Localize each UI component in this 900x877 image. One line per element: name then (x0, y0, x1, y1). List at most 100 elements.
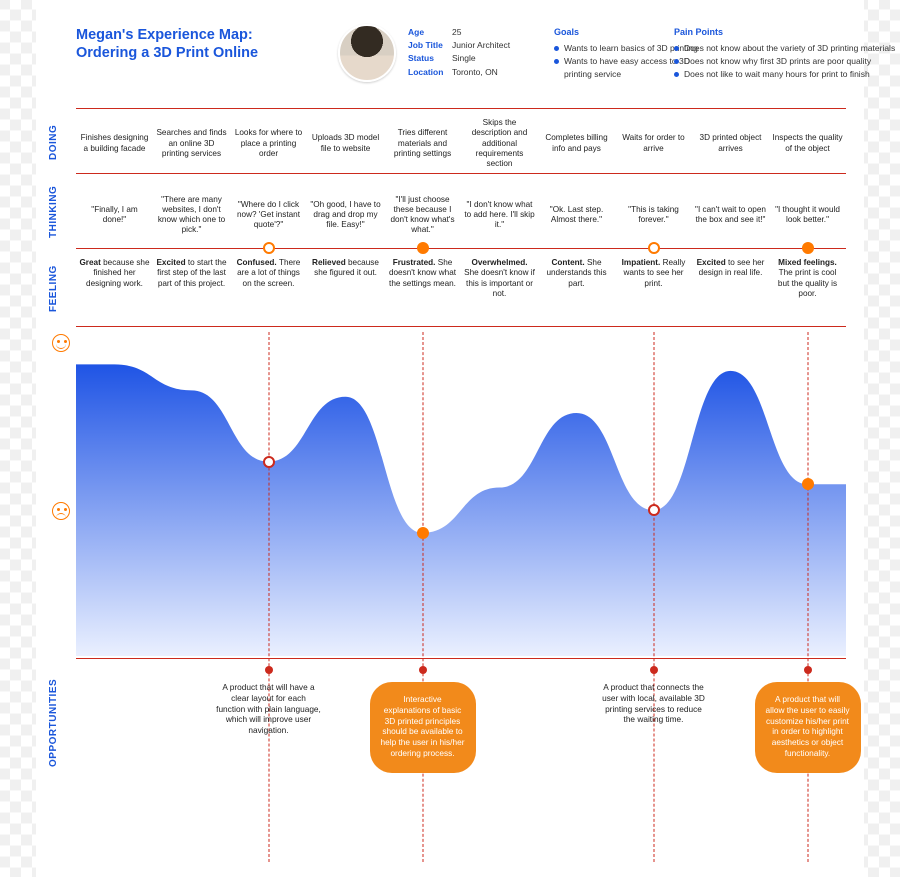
loc-label: Location (408, 66, 452, 79)
feeling-cell: Excited to start the first step of the l… (153, 258, 230, 289)
thinking-cell: There are many websites, I don't know wh… (153, 195, 230, 236)
title: Megan's Experience Map: Ordering a 3D Pr… (76, 26, 326, 62)
feeling-text: The print is cool but the quality is poo… (778, 268, 837, 298)
title-line-1: Megan's Experience Map: (76, 26, 326, 44)
feeling-keyword: Frustrated. (393, 258, 438, 267)
loc-value: Toronto, ON (452, 67, 498, 77)
journey-node (417, 242, 429, 254)
row-label-feeling: FEELING (48, 258, 62, 320)
canvas: Megan's Experience Map: Ordering a 3D Pr… (36, 0, 864, 877)
row-label-opportunities: OPPORTUNITIES (48, 668, 62, 778)
emotion-curve-svg (76, 332, 846, 656)
row-label-thinking: THINKING (48, 182, 62, 242)
opportunities-row: A product that will have a clear layout … (76, 666, 846, 866)
feeling-keyword: Overwhelmed. (472, 258, 528, 267)
feeling-keyword: Great (79, 258, 103, 267)
persona-demographics: Age25 Job TitleJunior Architect StatusSi… (408, 26, 538, 79)
opportunity-text: A product that will allow the user to ea… (755, 682, 861, 773)
feeling-cell: Excited to see her design in real life. (692, 258, 769, 279)
doing-cell: Tries different materials and printing s… (384, 128, 461, 159)
opportunity-pin (804, 666, 812, 674)
curve-node (802, 478, 814, 490)
opportunity-text: A product that connects the user with lo… (601, 682, 707, 725)
doing-cell: Uploads 3D model file to website (307, 133, 384, 154)
row-feeling: Great because she finished her designing… (76, 258, 846, 320)
sad-face-icon (52, 502, 70, 520)
feeling-cell: Overwhelmed. She doesn't know if this is… (461, 258, 538, 299)
thinking-quote: Finally, I am done! (91, 205, 137, 224)
divider (76, 108, 846, 109)
opportunity-pin (419, 666, 427, 674)
divider (76, 248, 846, 249)
opportunity-pin (650, 666, 658, 674)
thinking-cell: Where do I click now? 'Get instant quote… (230, 200, 307, 231)
thinking-cell: Ok. Last step. Almost there. (538, 205, 615, 226)
opportunity-pin (265, 666, 273, 674)
journey-node (648, 242, 660, 254)
feeling-text: She doesn't know if this is important or… (464, 268, 535, 298)
painpoint-item: Does not know why first 3D prints are po… (674, 55, 900, 68)
persona-avatar (338, 24, 396, 82)
pain-heading: Pain Points (674, 26, 900, 40)
emotion-curve-chart (76, 332, 846, 656)
job-label: Job Title (408, 39, 452, 52)
row-doing: Finishes designing a building facadeSear… (76, 118, 846, 168)
curve-node (648, 504, 660, 516)
doing-cell: Searches and finds an online 3D printing… (153, 128, 230, 159)
thinking-cell: This is taking forever. (615, 205, 692, 226)
feeling-cell: Frustrated. She doesn't know what the se… (384, 258, 461, 289)
doing-cell: Inspects the quality of the object (769, 133, 846, 154)
feeling-cell: Relieved because she figured it out. (307, 258, 384, 279)
feeling-cell: Impatient. Really wants to see her print… (615, 258, 692, 289)
thinking-quote: Oh good, I have to drag and drop my file… (310, 200, 380, 230)
thinking-cell: I don't know what to add here. I'll skip… (461, 200, 538, 231)
opportunity: A product that connects the user with lo… (601, 666, 707, 725)
divider (76, 173, 846, 174)
journey-node (263, 242, 275, 254)
thinking-quote: I can't wait to open the box and see it! (695, 205, 766, 224)
feeling-keyword: Content. (551, 258, 586, 267)
thinking-cell: Oh good, I have to drag and drop my file… (307, 200, 384, 231)
feeling-cell: Confused. There are a lot of things on t… (230, 258, 307, 289)
happy-face-icon (52, 334, 70, 352)
divider (76, 326, 846, 327)
feeling-keyword: Mixed feelings. (778, 258, 837, 267)
curve-node (263, 456, 275, 468)
row-label-doing: DOING (48, 114, 62, 170)
title-line-2: Ordering a 3D Print Online (76, 44, 326, 62)
feeling-keyword: Confused. (237, 258, 279, 267)
opportunity: Interactive explanations of basic 3D pri… (370, 666, 476, 773)
persona-painpoints: Pain Points Does not know about the vari… (674, 26, 900, 81)
thinking-cell: I'll just choose these because I don't k… (384, 195, 461, 236)
painpoint-item: Does not like to wait many hours for pri… (674, 68, 900, 81)
doing-cell: Looks for where to place a printing orde… (230, 128, 307, 159)
opportunity: A product that will allow the user to ea… (755, 666, 861, 773)
thinking-quote: I don't know what to add here. I'll skip… (464, 200, 534, 230)
feeling-cell: Great because she finished her designing… (76, 258, 153, 289)
age-value: 25 (452, 27, 461, 37)
divider (76, 658, 846, 659)
feeling-keyword: Relieved (312, 258, 348, 267)
thinking-quote: Ok. Last step. Almost there. (550, 205, 603, 224)
doing-cell: Finishes designing a building facade (76, 133, 153, 154)
journey-node (802, 242, 814, 254)
doing-cell: Waits for order to arrive (615, 133, 692, 154)
row-thinking: Finally, I am done! There are many websit… (76, 188, 846, 242)
thinking-cell: I can't wait to open the box and see it! (692, 205, 769, 226)
thinking-quote: This is taking forever. (628, 205, 679, 224)
thinking-quote: I'll just choose these because I don't k… (390, 195, 454, 235)
thinking-cell: I thought it would look better. (769, 205, 846, 226)
opportunity-text: Interactive explanations of basic 3D pri… (370, 682, 476, 773)
feeling-cell: Mixed feelings. The print is cool but th… (769, 258, 846, 299)
curve-node (417, 527, 429, 539)
doing-cell: Skips the description and additional req… (461, 118, 538, 169)
status-label: Status (408, 52, 452, 65)
thinking-quote: Where do I click now? 'Get instant quote… (237, 200, 300, 230)
thinking-quote: I thought it would look better. (775, 205, 840, 224)
doing-cell: Completes billing info and pays (538, 133, 615, 154)
opportunity-text: A product that will have a clear layout … (216, 682, 322, 736)
feeling-keyword: Impatient. (622, 258, 663, 267)
thinking-quote: There are many websites, I don't know wh… (158, 195, 225, 235)
header: Megan's Experience Map: Ordering a 3D Pr… (76, 24, 846, 114)
thinking-cell: Finally, I am done! (76, 205, 153, 226)
